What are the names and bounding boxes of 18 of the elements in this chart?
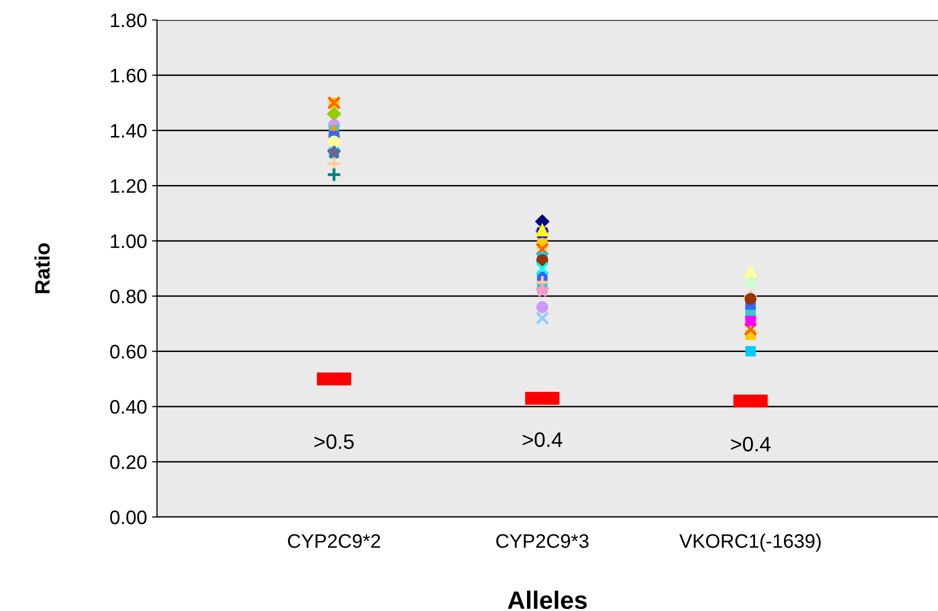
y-tick-label: 1.20: [110, 179, 147, 193]
y-tick-label: 0.00: [110, 510, 147, 524]
annotation: >0.5: [314, 434, 354, 450]
x-tick-label: CYP2C9*2: [288, 534, 380, 548]
y-tick-label: 1.00: [110, 234, 147, 248]
x-tick-label: VKORC1(-1639): [679, 534, 821, 552]
y-tick-label: 0.20: [110, 455, 147, 470]
y-tick-label: 0.40: [110, 400, 147, 414]
annotation: >0.4: [731, 436, 771, 452]
y-tick-label: 1.60: [110, 68, 147, 82]
y-tick-label: 0.60: [110, 344, 147, 359]
x-axis-title: Alleles: [508, 590, 587, 610]
x-tick-label: CYP2C9*3: [496, 534, 588, 548]
y-tick-label: 1.80: [110, 13, 147, 28]
y-tick-label: 0.80: [110, 290, 147, 304]
y-axis-title: Ratio: [34, 243, 50, 294]
y-tick-label: 1.40: [110, 124, 147, 138]
annotation: >0.4: [522, 432, 562, 448]
